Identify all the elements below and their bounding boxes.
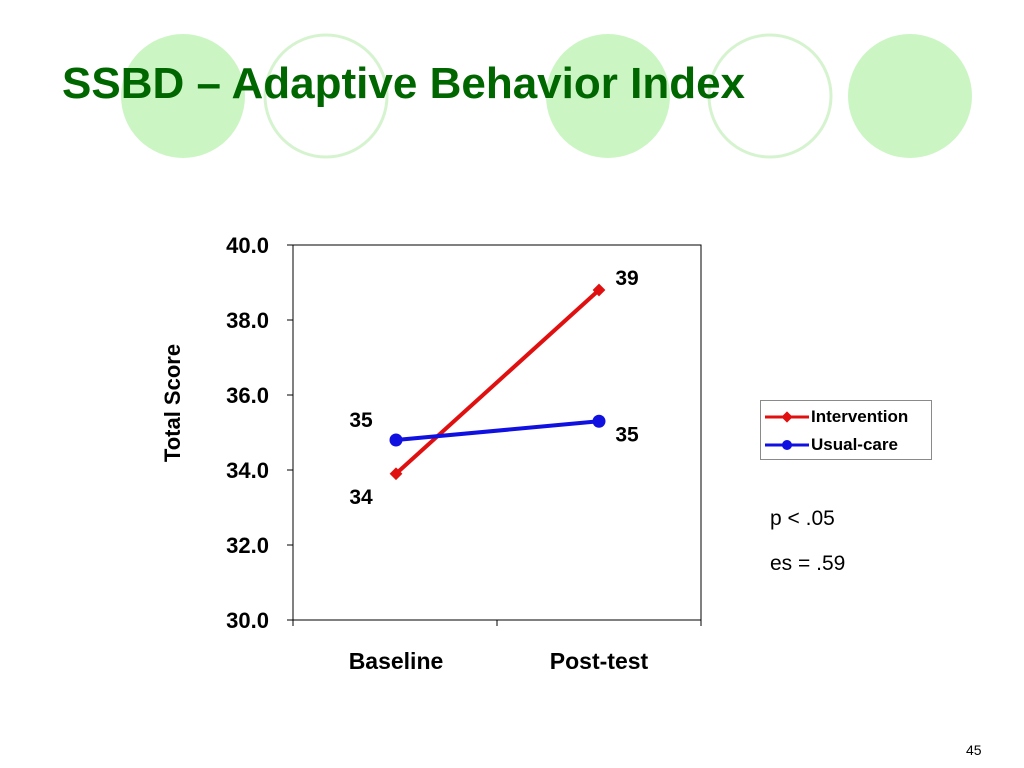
data-labels: 34 39 35 35 <box>349 267 639 509</box>
data-point <box>592 414 606 428</box>
series-group <box>389 283 606 481</box>
data-label: 35 <box>615 423 639 446</box>
stat-p-value: p < .05 <box>770 507 835 530</box>
background-decoration <box>121 33 972 159</box>
y-axis-label: Total Score <box>160 344 185 462</box>
legend: Intervention Usual-care <box>760 400 932 460</box>
data-point <box>389 433 403 447</box>
x-tick-label: Post-test <box>550 648 649 674</box>
deco-circle-filled <box>848 34 972 158</box>
x-axis-ticks: Baseline Post-test <box>292 620 702 674</box>
series-line-usual-care <box>395 419 600 442</box>
y-tick-label: 38.0 <box>226 308 269 333</box>
y-tick-label: 40.0 <box>226 233 269 258</box>
y-axis-ticks: 30.0 32.0 34.0 36.0 38.0 40.0 <box>226 233 293 633</box>
x-tick-label: Baseline <box>349 648 444 674</box>
legend-label-intervention: Intervention <box>811 407 909 426</box>
deco-circle-filled <box>121 34 245 158</box>
y-tick-label: 30.0 <box>226 608 269 633</box>
page-number: 45 <box>966 742 982 758</box>
data-label: 35 <box>349 409 373 432</box>
stat-effect-size: es = .59 <box>770 552 846 575</box>
deco-circle-filled <box>546 34 670 158</box>
slide-title: SSBD – Adaptive Behavior Index <box>62 59 746 108</box>
deco-circle-outline <box>707 33 833 159</box>
plot-area-frame <box>292 244 702 621</box>
legend-swatch-intervention <box>765 411 809 423</box>
y-tick-label: 32.0 <box>226 533 269 558</box>
data-label: 39 <box>615 267 638 290</box>
y-tick-label: 34.0 <box>226 458 269 483</box>
data-label: 34 <box>349 486 373 509</box>
legend-item-usual-care: Usual-care <box>761 435 931 455</box>
series-line-intervention <box>394 288 601 476</box>
line-chart: 30.0 32.0 34.0 36.0 38.0 40.0 Baseline Post-te… <box>160 233 702 674</box>
legend-item-intervention: Intervention <box>761 407 931 427</box>
data-point <box>389 467 403 481</box>
y-tick-label: 36.0 <box>226 383 269 408</box>
legend-swatch-usual-care <box>765 440 809 450</box>
legend-label-usual-care: Usual-care <box>811 435 898 454</box>
deco-circle-outline <box>263 33 389 159</box>
